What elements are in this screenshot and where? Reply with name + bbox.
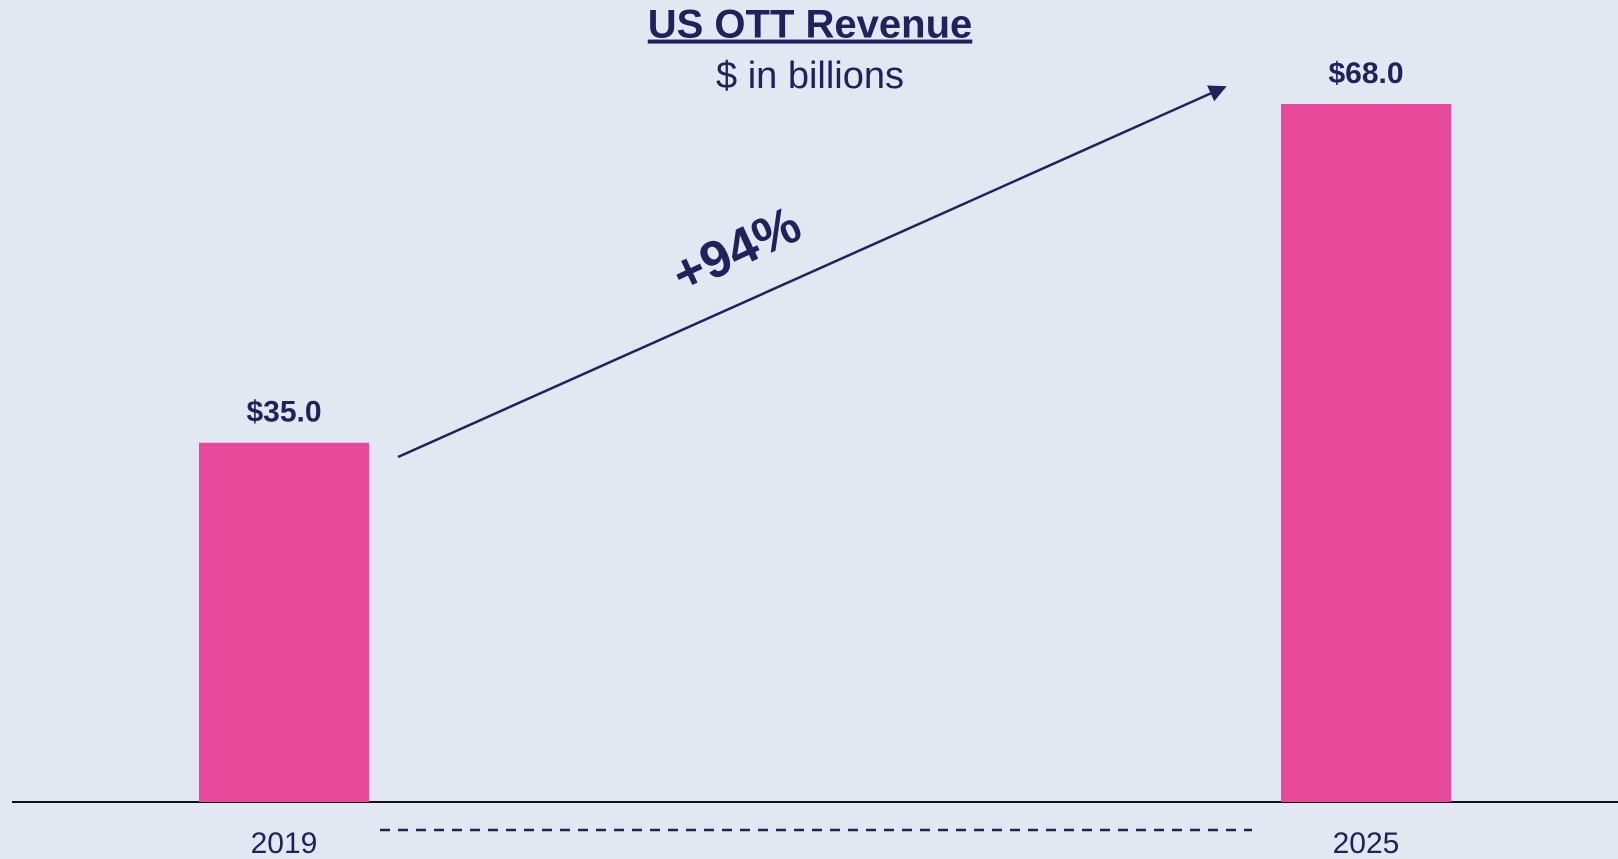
bar bbox=[1281, 104, 1451, 802]
chart-title: US OTT Revenue bbox=[648, 3, 973, 47]
value-label: $68.0 bbox=[1328, 57, 1403, 90]
chart-subtitle: $ in billions bbox=[716, 55, 904, 97]
value-label: $35.0 bbox=[246, 396, 321, 429]
x-tick-label: 2019 bbox=[251, 827, 318, 859]
x-tick-label: 2025 bbox=[1333, 827, 1400, 859]
bar bbox=[199, 442, 369, 802]
growth-annotation: +94% bbox=[663, 195, 809, 304]
growth-arrow bbox=[397, 85, 1227, 459]
